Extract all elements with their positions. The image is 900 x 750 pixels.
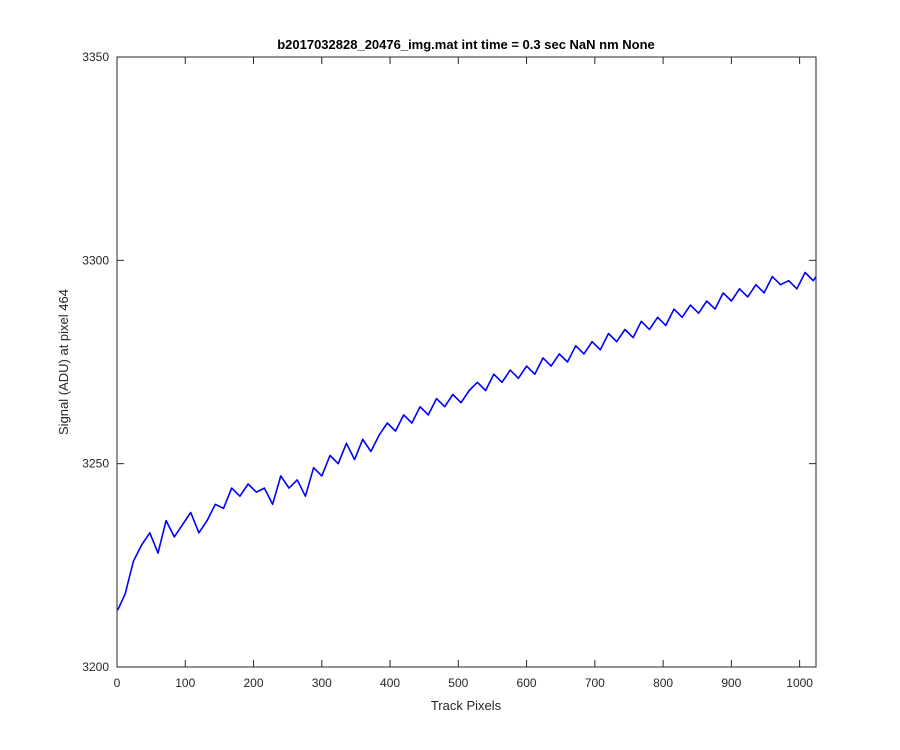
x-tick-label: 900 (721, 676, 741, 690)
x-tick-label: 200 (244, 676, 264, 690)
x-tick-label: 1000 (786, 676, 813, 690)
y-axis-title: Signal (ADU) at pixel 464 (56, 289, 71, 435)
x-tick-label: 100 (175, 676, 195, 690)
ticks-layer: 0 100 200 300 400 500 600 700 800 900 1000 3200 3250… (82, 50, 816, 690)
x-tick-label: 300 (312, 676, 332, 690)
series-line-0 (116, 271, 817, 611)
plot-area-frame (116, 56, 817, 668)
x-tick-label: 800 (653, 676, 673, 690)
y-tick-label: 3250 (82, 457, 109, 471)
y-tick-label: 3300 (82, 253, 109, 267)
series-layer (116, 271, 817, 611)
plot-area-background (117, 57, 816, 667)
x-tick-label: 700 (585, 676, 605, 690)
x-tick-label: 600 (517, 676, 537, 690)
y-tick-label: 3200 (82, 660, 109, 674)
y-tick-label: 3350 (82, 50, 109, 64)
x-tick-label: 0 (114, 676, 121, 690)
chart-title: b2017032828_20476_img.mat int time = 0.3… (277, 37, 655, 52)
x-tick-label: 400 (380, 676, 400, 690)
x-tick-label: 500 (448, 676, 468, 690)
x-axis-title: Track Pixels (431, 698, 502, 713)
